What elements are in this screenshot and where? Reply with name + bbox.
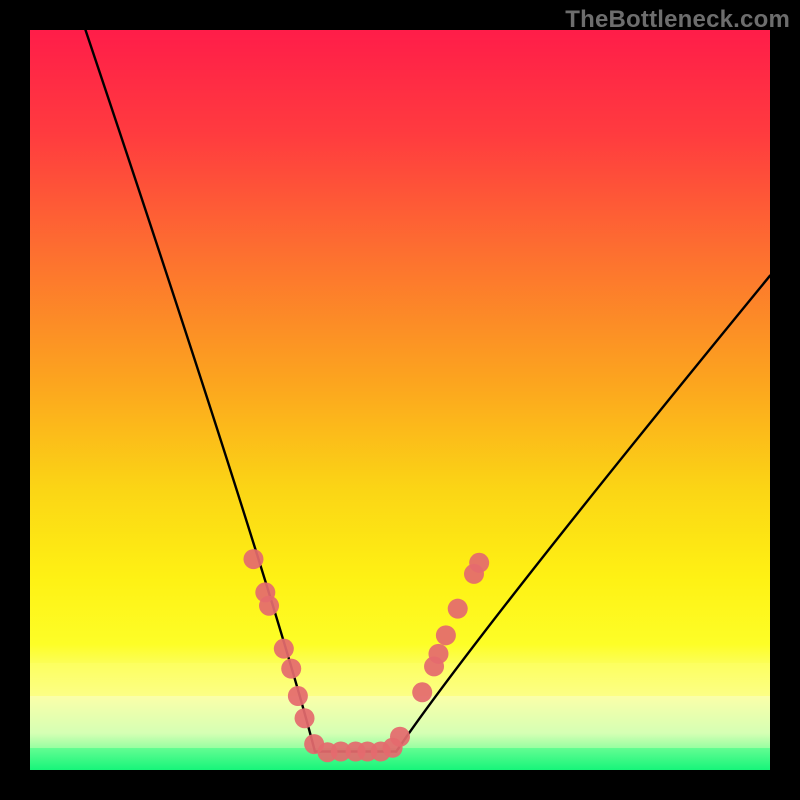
chart-container: TheBottleneck.com (0, 0, 800, 800)
scatter-point (428, 644, 448, 664)
scatter-point (469, 553, 489, 573)
curve-svg (30, 30, 770, 770)
scatter-point (295, 708, 315, 728)
scatter-point (436, 625, 456, 645)
scatter-point (448, 599, 468, 619)
scatter-point (274, 639, 294, 659)
scatter-point (390, 727, 410, 747)
watermark-text: TheBottleneck.com (565, 6, 790, 34)
scatter-point (259, 596, 279, 616)
right-curve (396, 276, 770, 752)
plot-area (30, 30, 770, 770)
scatter-point (288, 686, 308, 706)
scatter-point (281, 659, 301, 679)
scatter-point (243, 549, 263, 569)
scatter-point (412, 682, 432, 702)
scatter-markers (243, 549, 489, 762)
